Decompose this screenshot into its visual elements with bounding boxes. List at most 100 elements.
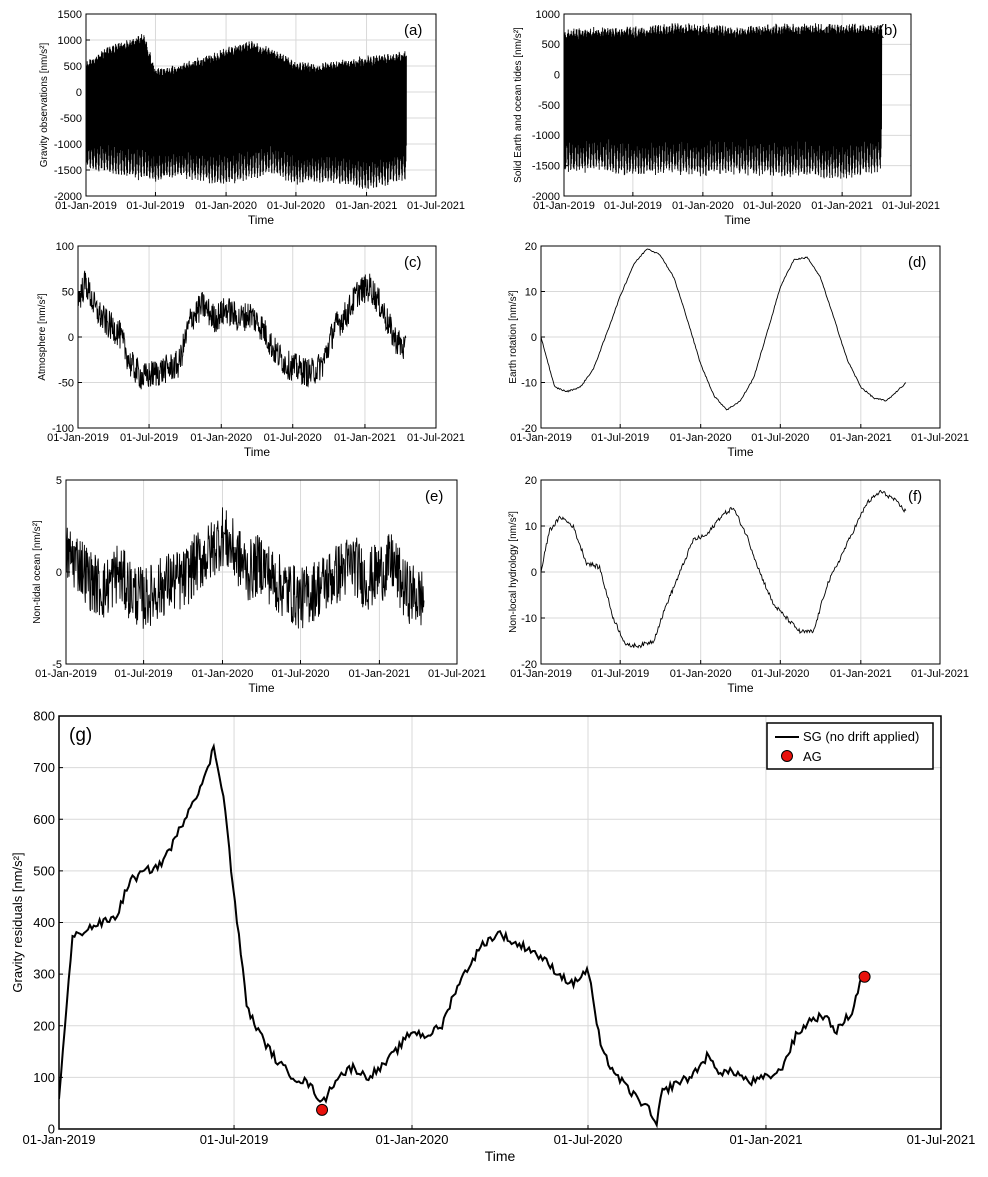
y-tick-label-3: 50 xyxy=(62,286,74,298)
y-tick-label-3: -500 xyxy=(60,113,82,125)
y-tick-label-0: -5 xyxy=(52,659,62,671)
series-line-f xyxy=(541,489,907,649)
x-axis-label-f: Time xyxy=(727,681,754,695)
y-tick-label-2: 0 xyxy=(68,332,74,344)
y-tick-label-4: 100 xyxy=(56,241,74,253)
panel-e: 01-Jan-2019 01-Jul-2019 01-Jan-2020 01-Jul-… xyxy=(32,475,486,695)
x-tick-label-5: 01-Jul-2021 xyxy=(911,432,969,444)
x-tick-label-3: 01-Jul-2020 xyxy=(751,432,809,444)
x-tick-label-0: 01-Jan-2019 xyxy=(533,200,595,212)
legend: SG (no drift applied) AG xyxy=(766,722,934,770)
plot-area-c xyxy=(78,270,407,390)
x-tick-label-1: 01-Jul-2019 xyxy=(200,1132,269,1147)
y-tick-label-1: -10 xyxy=(521,377,537,389)
x-tick-label-1: 01-Jul-2019 xyxy=(120,432,178,444)
x-tick-label-4: 01-Jan-2021 xyxy=(830,432,892,444)
y-tick-label-0: 0 xyxy=(48,1122,55,1137)
x-tick-label-0: 01-Jan-2019 xyxy=(510,432,572,444)
panel-f: 01-Jan-2019 01-Jul-2019 01-Jan-2020 01-Jul-… xyxy=(508,475,969,695)
y-tick-label-2: -1000 xyxy=(532,130,560,142)
x-tick-label-0: 01-Jan-2019 xyxy=(47,432,109,444)
panel-label-a: (a) xyxy=(404,22,422,39)
y-tick-label-5: 500 xyxy=(542,39,560,51)
series-line-d xyxy=(541,248,907,411)
x-tick-label-2: 01-Jan-2020 xyxy=(670,668,732,680)
panel-label-b: (b) xyxy=(879,22,897,39)
ag-point-0 xyxy=(316,1103,329,1116)
plot-area-b xyxy=(564,23,883,179)
panel-label-g: (g) xyxy=(69,725,92,746)
x-tick-label-1: 01-Jul-2019 xyxy=(126,200,184,212)
y-tick-label-4: 400 xyxy=(33,915,55,930)
y-tick-label-0: -2000 xyxy=(532,191,560,203)
x-tick-label-3: 01-Jul-2020 xyxy=(743,200,801,212)
plot-area-d xyxy=(541,248,907,411)
y-tick-label-0: -20 xyxy=(521,423,537,435)
x-tick-label-0: 01-Jan-2019 xyxy=(23,1132,96,1147)
x-axis-label-e: Time xyxy=(248,681,275,695)
y-tick-label-1: -10 xyxy=(521,613,537,625)
y-tick-label-3: 300 xyxy=(33,967,55,982)
x-tick-label-4: 01-Jan-2021 xyxy=(830,668,892,680)
y-tick-label-3: 10 xyxy=(525,521,537,533)
y-tick-label-2: 200 xyxy=(33,1018,55,1033)
x-axis-label-g: Time xyxy=(485,1148,516,1164)
x-axis-label-b: Time xyxy=(724,213,751,227)
axes-box-a xyxy=(85,13,437,197)
panel-label-f: (f) xyxy=(908,488,922,505)
x-axis-label-a: Time xyxy=(248,213,275,227)
x-tick-label-4: 01-Jan-2021 xyxy=(349,668,411,680)
y-tick-label-2: -1000 xyxy=(54,139,82,151)
panel-label-c: (c) xyxy=(404,254,422,271)
y-tick-label-4: 20 xyxy=(525,241,537,253)
panel-label-d: (d) xyxy=(908,254,926,271)
y-tick-label-2: 0 xyxy=(531,567,537,579)
y-tick-label-5: 500 xyxy=(33,863,55,878)
legend-label-ag: AG xyxy=(803,749,822,764)
x-tick-label-3: 01-Jul-2020 xyxy=(267,200,325,212)
x-tick-label-5: 01-Jul-2021 xyxy=(428,668,486,680)
y-axis-label-c: Atmosphere [nm/s²] xyxy=(37,293,48,380)
x-tick-label-2: 01-Jan-2020 xyxy=(192,668,254,680)
y-axis-label-g: Gravity residuals [nm/s²] xyxy=(10,852,25,992)
x-tick-label-2: 01-Jan-2020 xyxy=(190,432,252,444)
panel-b: 01-Jan-2019 01-Jul-2019 01-Jan-2020 01-Jul-… xyxy=(513,9,940,227)
panel-d: 01-Jan-2019 01-Jul-2019 01-Jan-2020 01-Jul-… xyxy=(508,241,969,459)
x-tick-label-1: 01-Jul-2019 xyxy=(604,200,662,212)
x-tick-label-2: 01-Jan-2020 xyxy=(670,432,732,444)
x-tick-label-3: 01-Jul-2020 xyxy=(264,432,322,444)
y-tick-label-1: -50 xyxy=(58,377,74,389)
y-tick-label-0: -20 xyxy=(521,659,537,671)
x-tick-label-4: 01-Jan-2021 xyxy=(729,1132,802,1147)
x-tick-label-0: 01-Jan-2019 xyxy=(510,668,572,680)
x-tick-label-3: 01-Jul-2020 xyxy=(271,668,329,680)
y-tick-label-4: 20 xyxy=(525,475,537,487)
y-tick-label-1: -1500 xyxy=(532,161,560,173)
x-tick-label-4: 01-Jan-2021 xyxy=(336,200,398,212)
x-tick-label-1: 01-Jul-2019 xyxy=(591,432,649,444)
x-tick-label-2: 01-Jan-2020 xyxy=(672,200,734,212)
x-tick-label-5: 01-Jul-2021 xyxy=(407,200,465,212)
plot-area-f xyxy=(541,489,907,649)
x-axis-label-c: Time xyxy=(244,445,271,459)
y-tick-label-7: 1500 xyxy=(58,9,82,21)
panel-g: 01-Jan-2019 01-Jul-2019 01-Jan-2020 01-Jul-… xyxy=(10,709,975,1164)
y-tick-label-1: -1500 xyxy=(54,165,82,177)
series-line-b xyxy=(564,23,883,179)
y-tick-label-6: 1000 xyxy=(536,9,560,21)
x-tick-label-2: 01-Jan-2020 xyxy=(375,1132,448,1147)
panel-a: 01-Jan-2019 01-Jul-2019 01-Jan-2020 01-Jul-… xyxy=(39,9,465,227)
y-tick-label-1: 100 xyxy=(33,1070,55,1085)
y-tick-label-3: 10 xyxy=(525,286,537,298)
legend-box xyxy=(766,722,934,770)
y-axis-label-b: Solid Earth and ocean tides [nm/s²] xyxy=(513,27,524,183)
x-tick-label-5: 01-Jul-2021 xyxy=(882,200,940,212)
x-tick-label-3: 01-Jul-2020 xyxy=(751,668,809,680)
y-axis-label-a: Gravity observations [nm/s²] xyxy=(39,43,50,168)
y-tick-label-2: 5 xyxy=(56,475,62,487)
legend-label-sg: SG (no drift applied) xyxy=(803,729,919,744)
series-line-a xyxy=(86,34,407,189)
x-tick-label-0: 01-Jan-2019 xyxy=(35,668,97,680)
plot-area-g xyxy=(59,742,863,1129)
